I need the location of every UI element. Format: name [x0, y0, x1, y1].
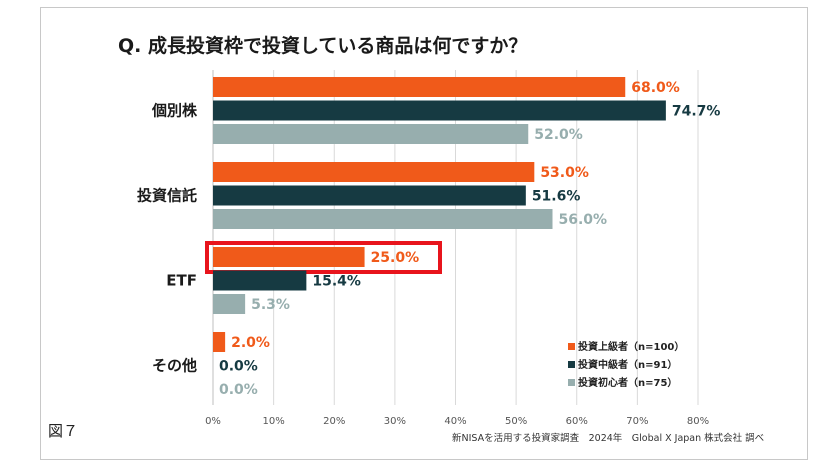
value-label: 68.0%: [631, 80, 680, 96]
value-label: 5.3%: [251, 297, 290, 313]
x-tick-label: 80%: [687, 416, 709, 427]
bar-0-2: [213, 124, 529, 144]
source-note: 新NISAを活用する投資家調査 2024年 Global X Japan 株式会…: [452, 432, 764, 444]
bar-2-1: [213, 270, 307, 291]
figure-label: 図７: [48, 422, 79, 440]
value-label: 53.0%: [540, 165, 589, 181]
x-tick-label: 60%: [566, 416, 588, 427]
value-label: 0.0%: [219, 382, 258, 398]
category-label: 投資信託: [137, 187, 197, 205]
legend: 投資上級者（n=100） 投資中級者（n=91） 投資初心者（n=75）: [568, 340, 684, 389]
x-tick-label: 50%: [505, 416, 527, 427]
x-tick-label: 30%: [384, 416, 406, 427]
legend-label: 投資上級者（n=100）: [578, 340, 684, 353]
category-label: ETF: [166, 272, 197, 290]
value-label: 74.7%: [672, 104, 721, 120]
value-label: 0.0%: [219, 359, 258, 375]
bar-2-0: [213, 247, 365, 267]
bar-2-2: [213, 294, 246, 314]
x-tick-label: 40%: [444, 416, 466, 427]
value-label: 52.0%: [534, 127, 583, 143]
value-label: 51.6%: [532, 189, 581, 205]
highlight-box: [205, 241, 442, 274]
value-label: 56.0%: [559, 212, 608, 228]
bar-1-2: [213, 209, 553, 229]
category-label: 個別株: [151, 102, 198, 120]
legend-label: 投資初心者（n=75）: [578, 376, 677, 389]
category-label: その他: [152, 357, 197, 375]
value-label: 2.0%: [231, 335, 270, 351]
x-tick-label: 10%: [263, 416, 285, 427]
bar-1-1: [213, 185, 526, 206]
legend-swatch: [568, 361, 575, 368]
legend-swatch: [568, 379, 575, 386]
bar-1-0: [213, 162, 535, 182]
bar-0-0: [213, 77, 626, 97]
x-tick-label: 20%: [323, 416, 345, 427]
x-tick-label: 0%: [205, 416, 221, 427]
x-tick-label: 70%: [626, 416, 648, 427]
legend-swatch: [568, 343, 575, 350]
value-label: 25.0%: [371, 250, 420, 266]
legend-label: 投資中級者（n=91）: [578, 358, 677, 371]
value-label: 15.4%: [312, 274, 361, 290]
bar-0-1: [213, 100, 666, 121]
chart-title: Q. 成長投資枠で投資している商品は何ですか？: [118, 34, 527, 57]
x-tick-labels: 0% 10% 20% 30% 40% 50% 60% 70% 80%: [205, 416, 709, 427]
bars-layer: 68.0% 74.7% 52.0% 53.0% 51.6% 56.0% 25.0% 15.4%…: [205, 77, 721, 398]
bar-3-0: [213, 332, 226, 352]
